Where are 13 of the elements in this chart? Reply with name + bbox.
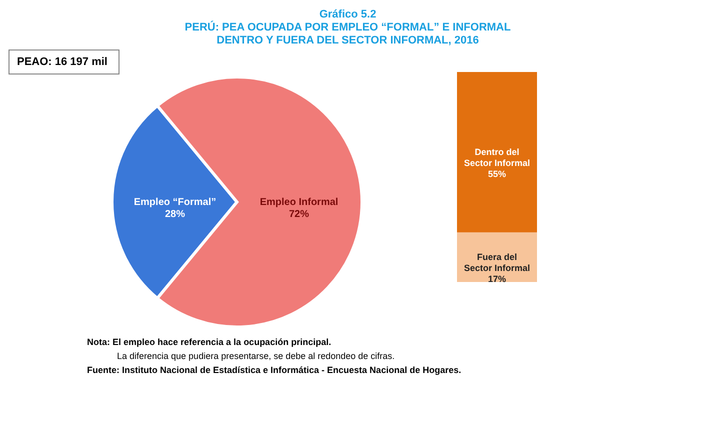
data-label: 72% xyxy=(288,209,310,220)
text: PEAO: 16 197 mil xyxy=(17,56,108,68)
slice-label: Empleo Informal xyxy=(260,197,338,208)
series-label: Fuera del Sector Informal xyxy=(464,252,530,274)
chart-title: Gráfico 5.2 PERÚ: PEA OCUPADA POR EMPLEO “FORMAL” E INFORMAL DENTRO Y FUERA DEL SECTOR INFORMAL, 2016 xyxy=(184,8,511,46)
text: La diferencia que pudiera presentarse, se debe al redondeo de cifras. xyxy=(117,351,395,361)
data-label: 28% xyxy=(164,209,186,220)
slice-label: Empleo “Formal” xyxy=(134,197,216,208)
data-label: 55% xyxy=(488,169,506,180)
text: Nota: El empleo hace referencia a la ocupación principal. xyxy=(87,337,332,347)
data-label: 17% xyxy=(488,274,506,284)
series-label: Dentro del Sector Informal xyxy=(464,147,530,168)
source-note: Fuente: Instituto Nacional de Estadística e Informática - Encuesta Nacional de Hogares. xyxy=(87,365,462,375)
